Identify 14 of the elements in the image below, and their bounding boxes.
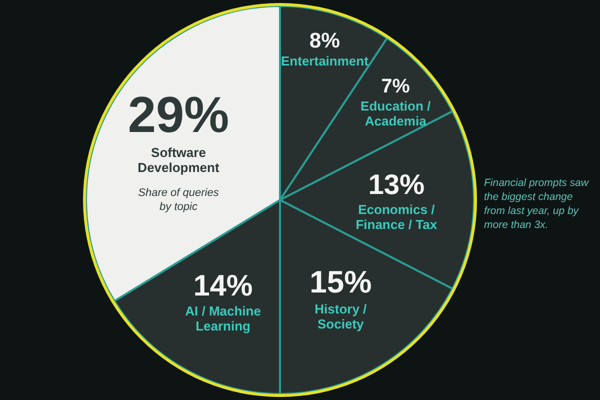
data-label: 7% — [381, 75, 410, 98]
category-label: Education / Academia — [360, 98, 432, 128]
data-label: 8% — [309, 29, 340, 52]
category-label: History / Society — [314, 301, 368, 332]
data-label: 13% — [368, 168, 425, 200]
data-label: 29% — [128, 86, 230, 144]
category-label: Economics / Finance / Tax — [356, 202, 438, 232]
category-label: AI / Machine Learning — [185, 304, 261, 334]
data-label: 14% — [193, 270, 253, 303]
text: Share of queries by topic — [138, 187, 220, 214]
text: Financial prompts saw the biggest change from last year, up by more than 3x. — [484, 177, 588, 231]
data-label: 15% — [310, 264, 372, 300]
category-label: Entertainment — [281, 53, 370, 68]
category-label: Software Development — [138, 145, 220, 176]
